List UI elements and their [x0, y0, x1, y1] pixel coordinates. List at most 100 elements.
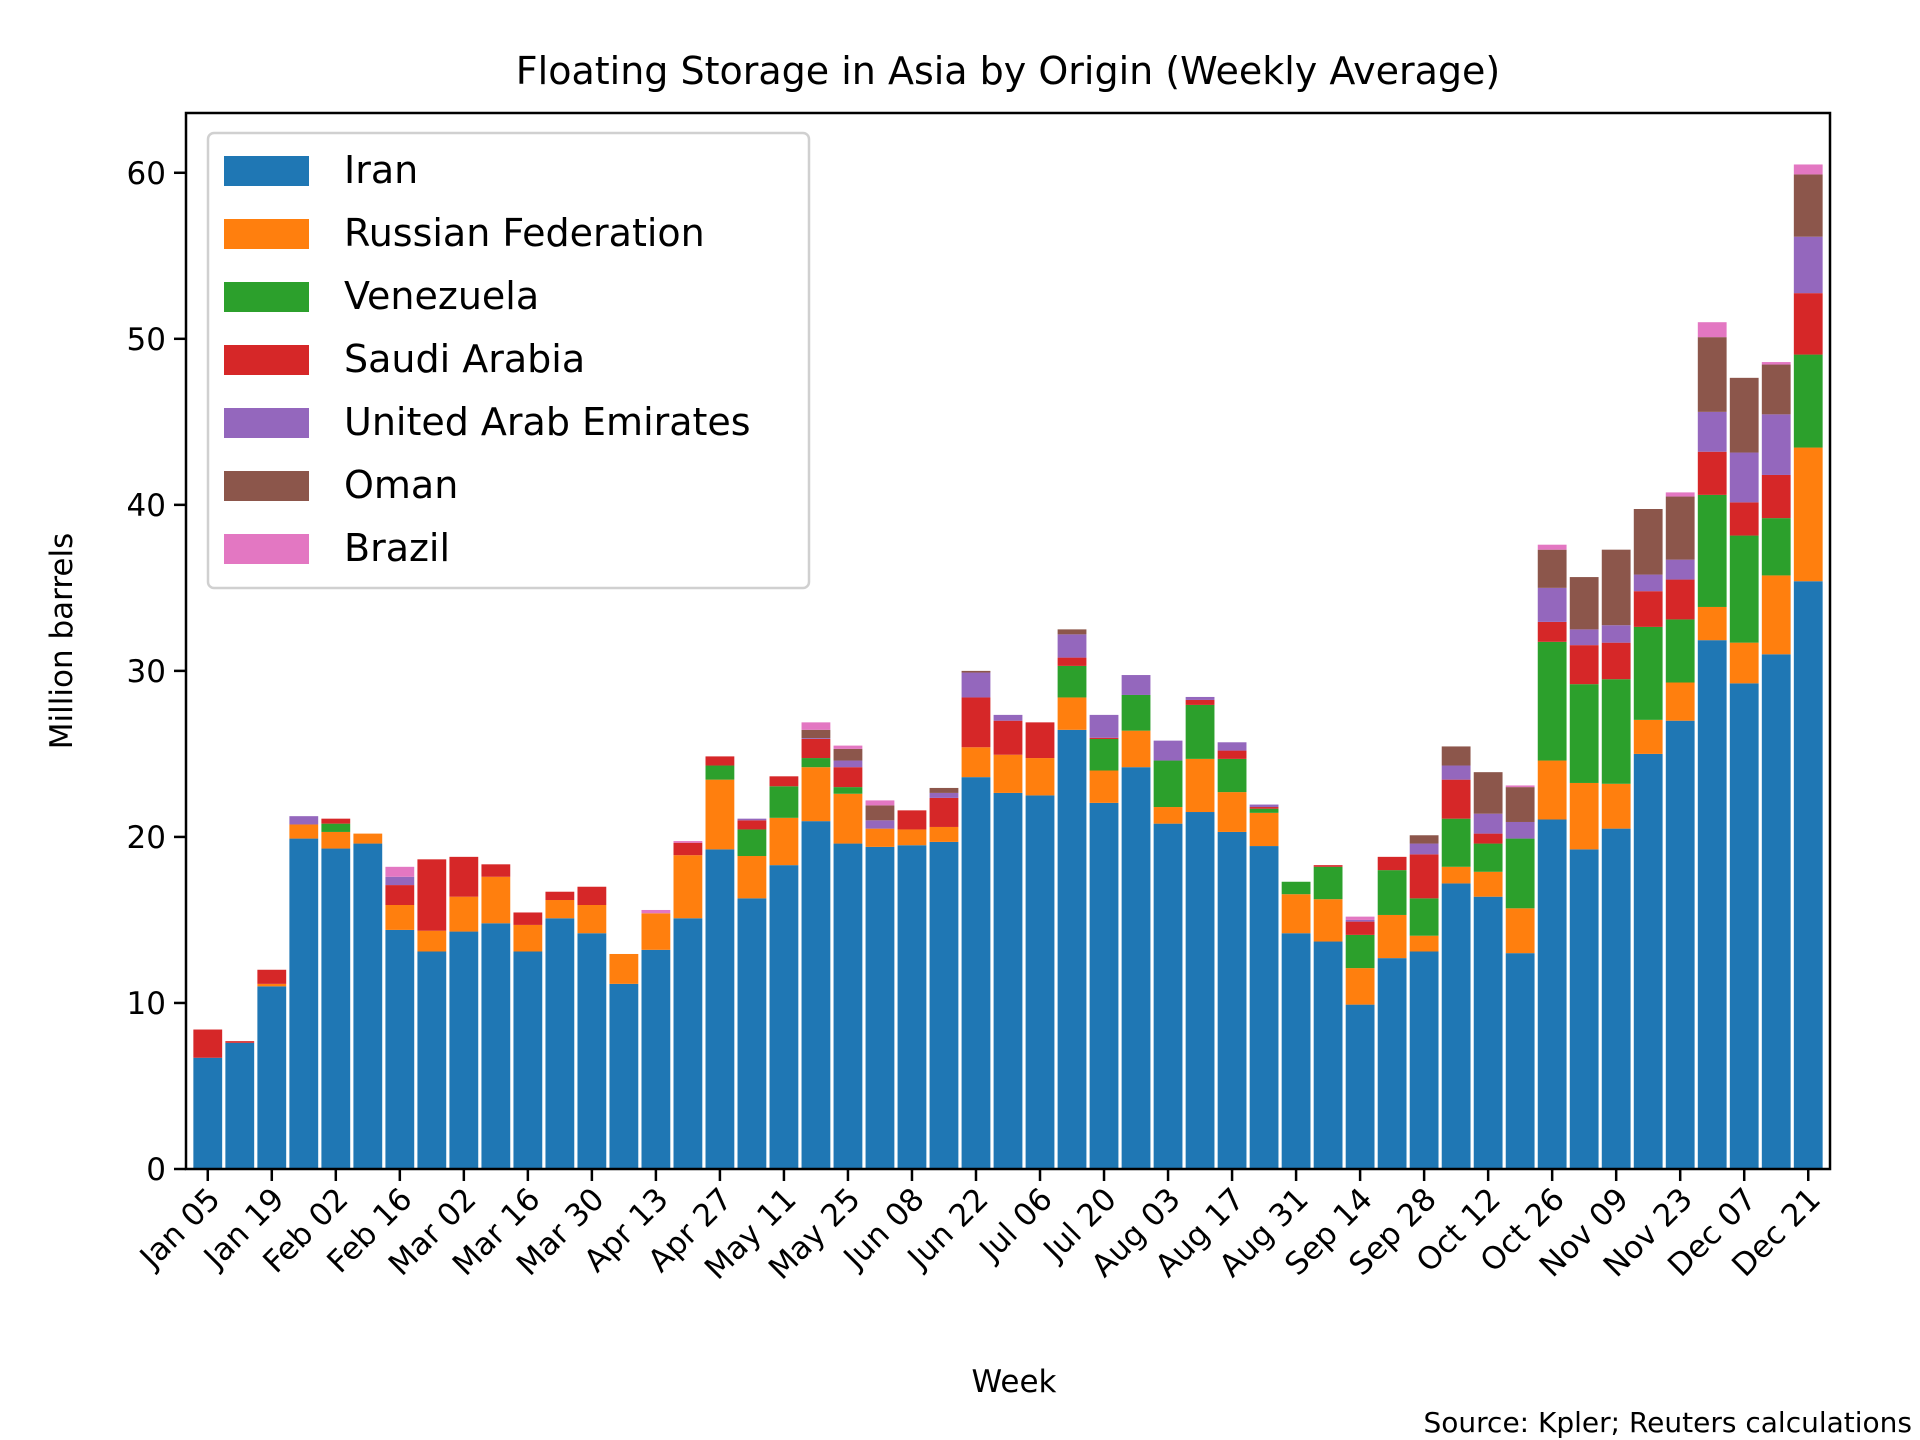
- bar-segment-brazil-oct-19: [1505, 785, 1535, 788]
- bar-segment-iran-may-11: [769, 865, 799, 1169]
- bar-segment-venezuela-oct-05: [1441, 818, 1471, 867]
- bar-segment-russian-federation-jul-13: [1057, 697, 1087, 730]
- legend-swatch: [224, 408, 309, 438]
- bar-segment-saudi-arabia-oct-05: [1441, 779, 1471, 819]
- bar-segment-saudi-arabia-jul-13: [1057, 657, 1087, 666]
- y-tick-label: 20: [127, 820, 166, 856]
- bar-segment-saudi-arabia-dec-21: [1793, 293, 1823, 355]
- bar-segment-iran-jun-01: [865, 846, 895, 1169]
- bar-segment-iran-jul-20: [1089, 802, 1119, 1169]
- bar-segment-united-arab-emirates-nov-16: [1633, 574, 1663, 592]
- bar-segment-russian-federation-oct-05: [1441, 866, 1471, 884]
- bar-segment-saudi-arabia-jul-20: [1089, 737, 1119, 739]
- bar-segment-russian-federation-apr-06: [609, 953, 639, 984]
- bar-segment-russian-federation-nov-09: [1601, 783, 1631, 829]
- bar-segment-saudi-arabia-mar-02: [449, 856, 479, 897]
- bar-segment-oman-sep-28: [1409, 835, 1439, 844]
- bar-segment-united-arab-emirates-oct-19: [1505, 821, 1535, 839]
- bar-segment-iran-nov-23: [1665, 720, 1695, 1169]
- bar-segment-united-arab-emirates-sep-14: [1345, 919, 1375, 922]
- bar-segment-brazil-apr-13: [641, 909, 671, 914]
- bar-segment-saudi-arabia-jun-08: [897, 810, 927, 830]
- legend-swatch: [224, 534, 309, 564]
- bar-segment-saudi-arabia-dec-14: [1761, 474, 1791, 519]
- bar-segment-iran-sep-21: [1377, 958, 1407, 1169]
- bar-segment-united-arab-emirates-dec-07: [1729, 452, 1759, 503]
- bar-segment-iran-apr-20: [673, 918, 703, 1169]
- bar-segment-brazil-feb-16: [385, 866, 415, 877]
- bar-segment-saudi-arabia-apr-27: [705, 756, 735, 766]
- bar-segment-russian-federation-mar-23: [545, 900, 575, 919]
- x-axis-label: Week: [972, 1364, 1057, 1400]
- bar-segment-iran-nov-09: [1601, 828, 1631, 1169]
- bar-segment-saudi-arabia-feb-16: [385, 885, 415, 905]
- bar-segment-united-arab-emirates-aug-10: [1185, 696, 1215, 700]
- bar-segment-oman-nov-23: [1665, 496, 1695, 560]
- bar-segment-oman-jun-22: [961, 670, 991, 673]
- bar-segment-brazil-nov-30: [1697, 322, 1727, 338]
- bar-segment-saudi-arabia-jun-29: [993, 720, 1023, 755]
- bar-segment-saudi-arabia-dec-07: [1729, 502, 1759, 536]
- legend-label: Brazil: [344, 526, 450, 570]
- bar-segment-russian-federation-nov-02: [1569, 782, 1599, 850]
- bar-segment-iran-jan-26: [289, 838, 319, 1169]
- bar-segment-venezuela-aug-17: [1217, 758, 1247, 793]
- bar-segment-iran-oct-12: [1473, 896, 1503, 1169]
- y-tick-label: 10: [127, 986, 166, 1022]
- bar-segment-iran-aug-31: [1281, 933, 1311, 1169]
- bar-segment-oman-nov-16: [1633, 509, 1663, 575]
- bar-segment-iran-jul-13: [1057, 729, 1087, 1169]
- bar-segment-russian-federation-apr-20: [673, 855, 703, 919]
- bar-segment-united-arab-emirates-nov-09: [1601, 625, 1631, 643]
- bar-segment-venezuela-nov-23: [1665, 619, 1695, 683]
- bar-segment-united-arab-emirates-jan-26: [289, 816, 319, 825]
- bar-segment-united-arab-emirates-may-18: [801, 738, 831, 739]
- bar-segment-oman-may-18: [801, 729, 831, 739]
- bar-segment-russian-federation-feb-23: [417, 930, 447, 952]
- bar-segment-iran-mar-23: [545, 918, 575, 1169]
- bar-segment-oman-nov-09: [1601, 549, 1631, 626]
- bar-segment-russian-federation-apr-27: [705, 779, 735, 850]
- bar-segment-russian-federation-may-11: [769, 817, 799, 866]
- bar-segment-russian-federation-jan-26: [289, 824, 319, 839]
- bar-segment-venezuela-jul-27: [1121, 694, 1151, 731]
- bar-segment-saudi-arabia-oct-12: [1473, 833, 1503, 844]
- bar-segment-russian-federation-jul-20: [1089, 770, 1119, 803]
- bar-segment-russian-federation-dec-07: [1729, 642, 1759, 684]
- bar-segment-venezuela-dec-21: [1793, 354, 1823, 448]
- legend-swatch: [224, 345, 309, 375]
- bar-segment-iran-oct-05: [1441, 883, 1471, 1169]
- bar-segment-russian-federation-dec-21: [1793, 447, 1823, 582]
- bar-segment-saudi-arabia-jan-12: [225, 1041, 255, 1043]
- bar-segment-oman-jun-01: [865, 805, 895, 821]
- bar-segment-brazil-dec-21: [1793, 164, 1823, 175]
- legend-swatch: [224, 471, 309, 501]
- bar-segment-iran-feb-23: [417, 951, 447, 1169]
- bar-segment-russian-federation-mar-09: [481, 876, 511, 924]
- y-tick-label: 50: [127, 322, 166, 358]
- legend-label: Iran: [344, 148, 418, 192]
- bar-segment-russian-federation-sep-28: [1409, 935, 1439, 952]
- bar-segment-saudi-arabia-jan-19: [257, 969, 287, 984]
- bar-segment-oman-dec-21: [1793, 174, 1823, 237]
- y-tick-label: 0: [146, 1152, 166, 1188]
- bar-segment-united-arab-emirates-oct-26: [1537, 587, 1567, 622]
- bar-segment-iran-mar-02: [449, 931, 479, 1169]
- bar-segment-russian-federation-jul-27: [1121, 730, 1151, 768]
- bar-segment-united-arab-emirates-oct-12: [1473, 813, 1503, 834]
- bar-segment-russian-federation-aug-17: [1217, 792, 1247, 832]
- bar-segment-iran-jul-06: [1025, 795, 1055, 1169]
- bar-segment-saudi-arabia-aug-10: [1185, 699, 1215, 705]
- bars-layer: [193, 164, 1823, 1169]
- bar-segment-venezuela-nov-02: [1569, 684, 1599, 783]
- bar-segment-saudi-arabia-aug-17: [1217, 750, 1247, 759]
- bar-segment-iran-sep-28: [1409, 951, 1439, 1169]
- bar-segment-oman-oct-19: [1505, 787, 1535, 822]
- legend-label: Saudi Arabia: [344, 337, 585, 381]
- legend-label: United Arab Emirates: [344, 400, 751, 444]
- bar-segment-iran-jul-27: [1121, 767, 1151, 1169]
- bar-segment-iran-aug-24: [1249, 846, 1279, 1169]
- bar-segment-brazil-dec-14: [1761, 362, 1791, 365]
- bar-segment-saudi-arabia-feb-02: [321, 818, 351, 824]
